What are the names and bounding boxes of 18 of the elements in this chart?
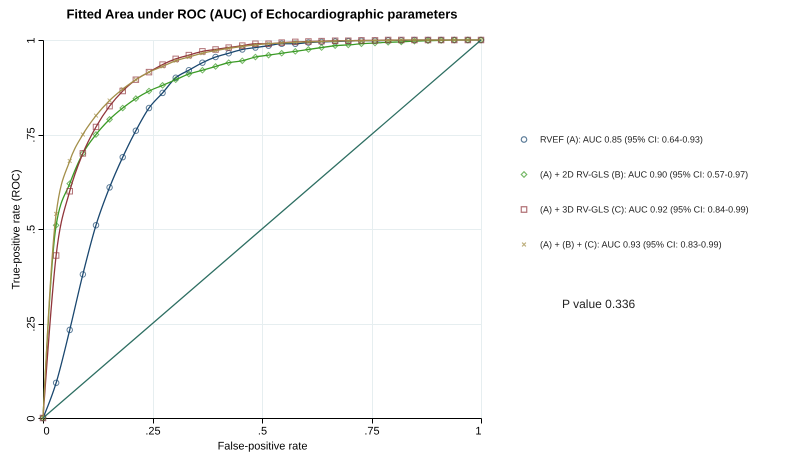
y-tick-label: .75 [26, 127, 38, 143]
y-tick-label: 0 [26, 415, 38, 422]
legend-label: (A) + 2D RV-GLS (B): AUC 0.90 (95% CI: 0.57-0.97) [540, 170, 748, 180]
x-tick-label: .25 [145, 426, 161, 438]
legend-label: RVEF (A): AUC 0.85 (95% CI: 0.64-0.93) [540, 134, 703, 144]
x-tick-label: 0 [44, 426, 50, 438]
y-tick-label: .25 [26, 316, 38, 332]
x-tick-label: 1 [475, 426, 482, 438]
text: P value 0.336 [562, 297, 636, 311]
legend-label: (A) + (B) + (C): AUC 0.93 (95% CI: 0.83-0.99) [540, 240, 722, 250]
x-tick-label: .5 [258, 426, 268, 438]
x-axis-title: False-positive rate [218, 440, 308, 452]
chart-title: Fitted Area under ROC (AUC) of Echocardiographic parameters [66, 6, 458, 22]
y-axis-title: True-positive rate (ROC) [10, 169, 22, 290]
y-tick-label: .5 [26, 224, 38, 234]
y-tick-label: 1 [26, 37, 38, 44]
x-tick-label: .75 [364, 426, 380, 438]
legend-label: (A) + 3D RV-GLS (C): AUC 0.92 (95% CI: 0.84-0.99) [540, 204, 749, 214]
